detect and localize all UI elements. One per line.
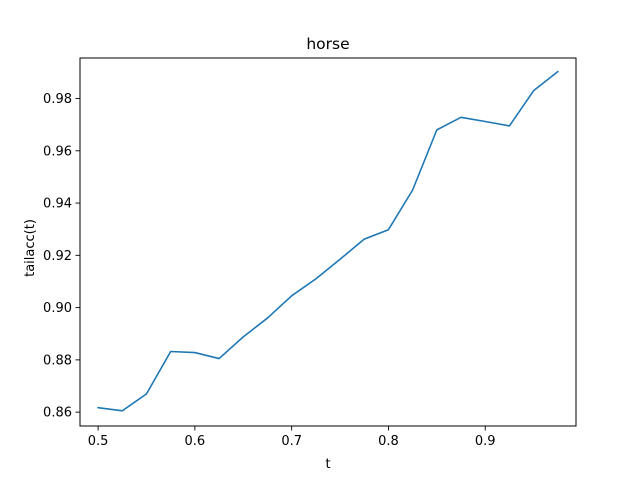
y-tick-label: 0.94 xyxy=(43,197,72,212)
x-tick-label: 0.8 xyxy=(378,434,399,449)
x-tick-label: 0.9 xyxy=(475,434,496,449)
x-axis: 0.5 0.6 0.7 0.8 0.9 xyxy=(88,426,496,449)
chart-title: horse xyxy=(306,35,349,53)
x-tick-label: 0.5 xyxy=(88,434,109,449)
x-tick-label: 0.7 xyxy=(281,434,302,449)
y-axis: 0.86 0.88 0.90 0.92 0.94 0.96 0.98 xyxy=(43,92,80,421)
series-layer xyxy=(97,70,559,412)
y-tick-label: 0.86 xyxy=(43,406,72,421)
y-axis-label: tailacc(t) xyxy=(23,219,38,277)
x-tick-label: 0.6 xyxy=(185,434,206,449)
y-tick-label: 0.98 xyxy=(43,92,72,107)
y-tick-label: 0.88 xyxy=(43,353,72,368)
plot-frame xyxy=(79,57,577,427)
plot-area xyxy=(80,58,576,426)
y-tick-label: 0.92 xyxy=(43,249,72,264)
series-line xyxy=(97,70,559,412)
y-tick-label: 0.90 xyxy=(43,301,72,316)
y-tick-label: 0.96 xyxy=(43,144,72,159)
x-axis-label: t xyxy=(325,457,330,472)
